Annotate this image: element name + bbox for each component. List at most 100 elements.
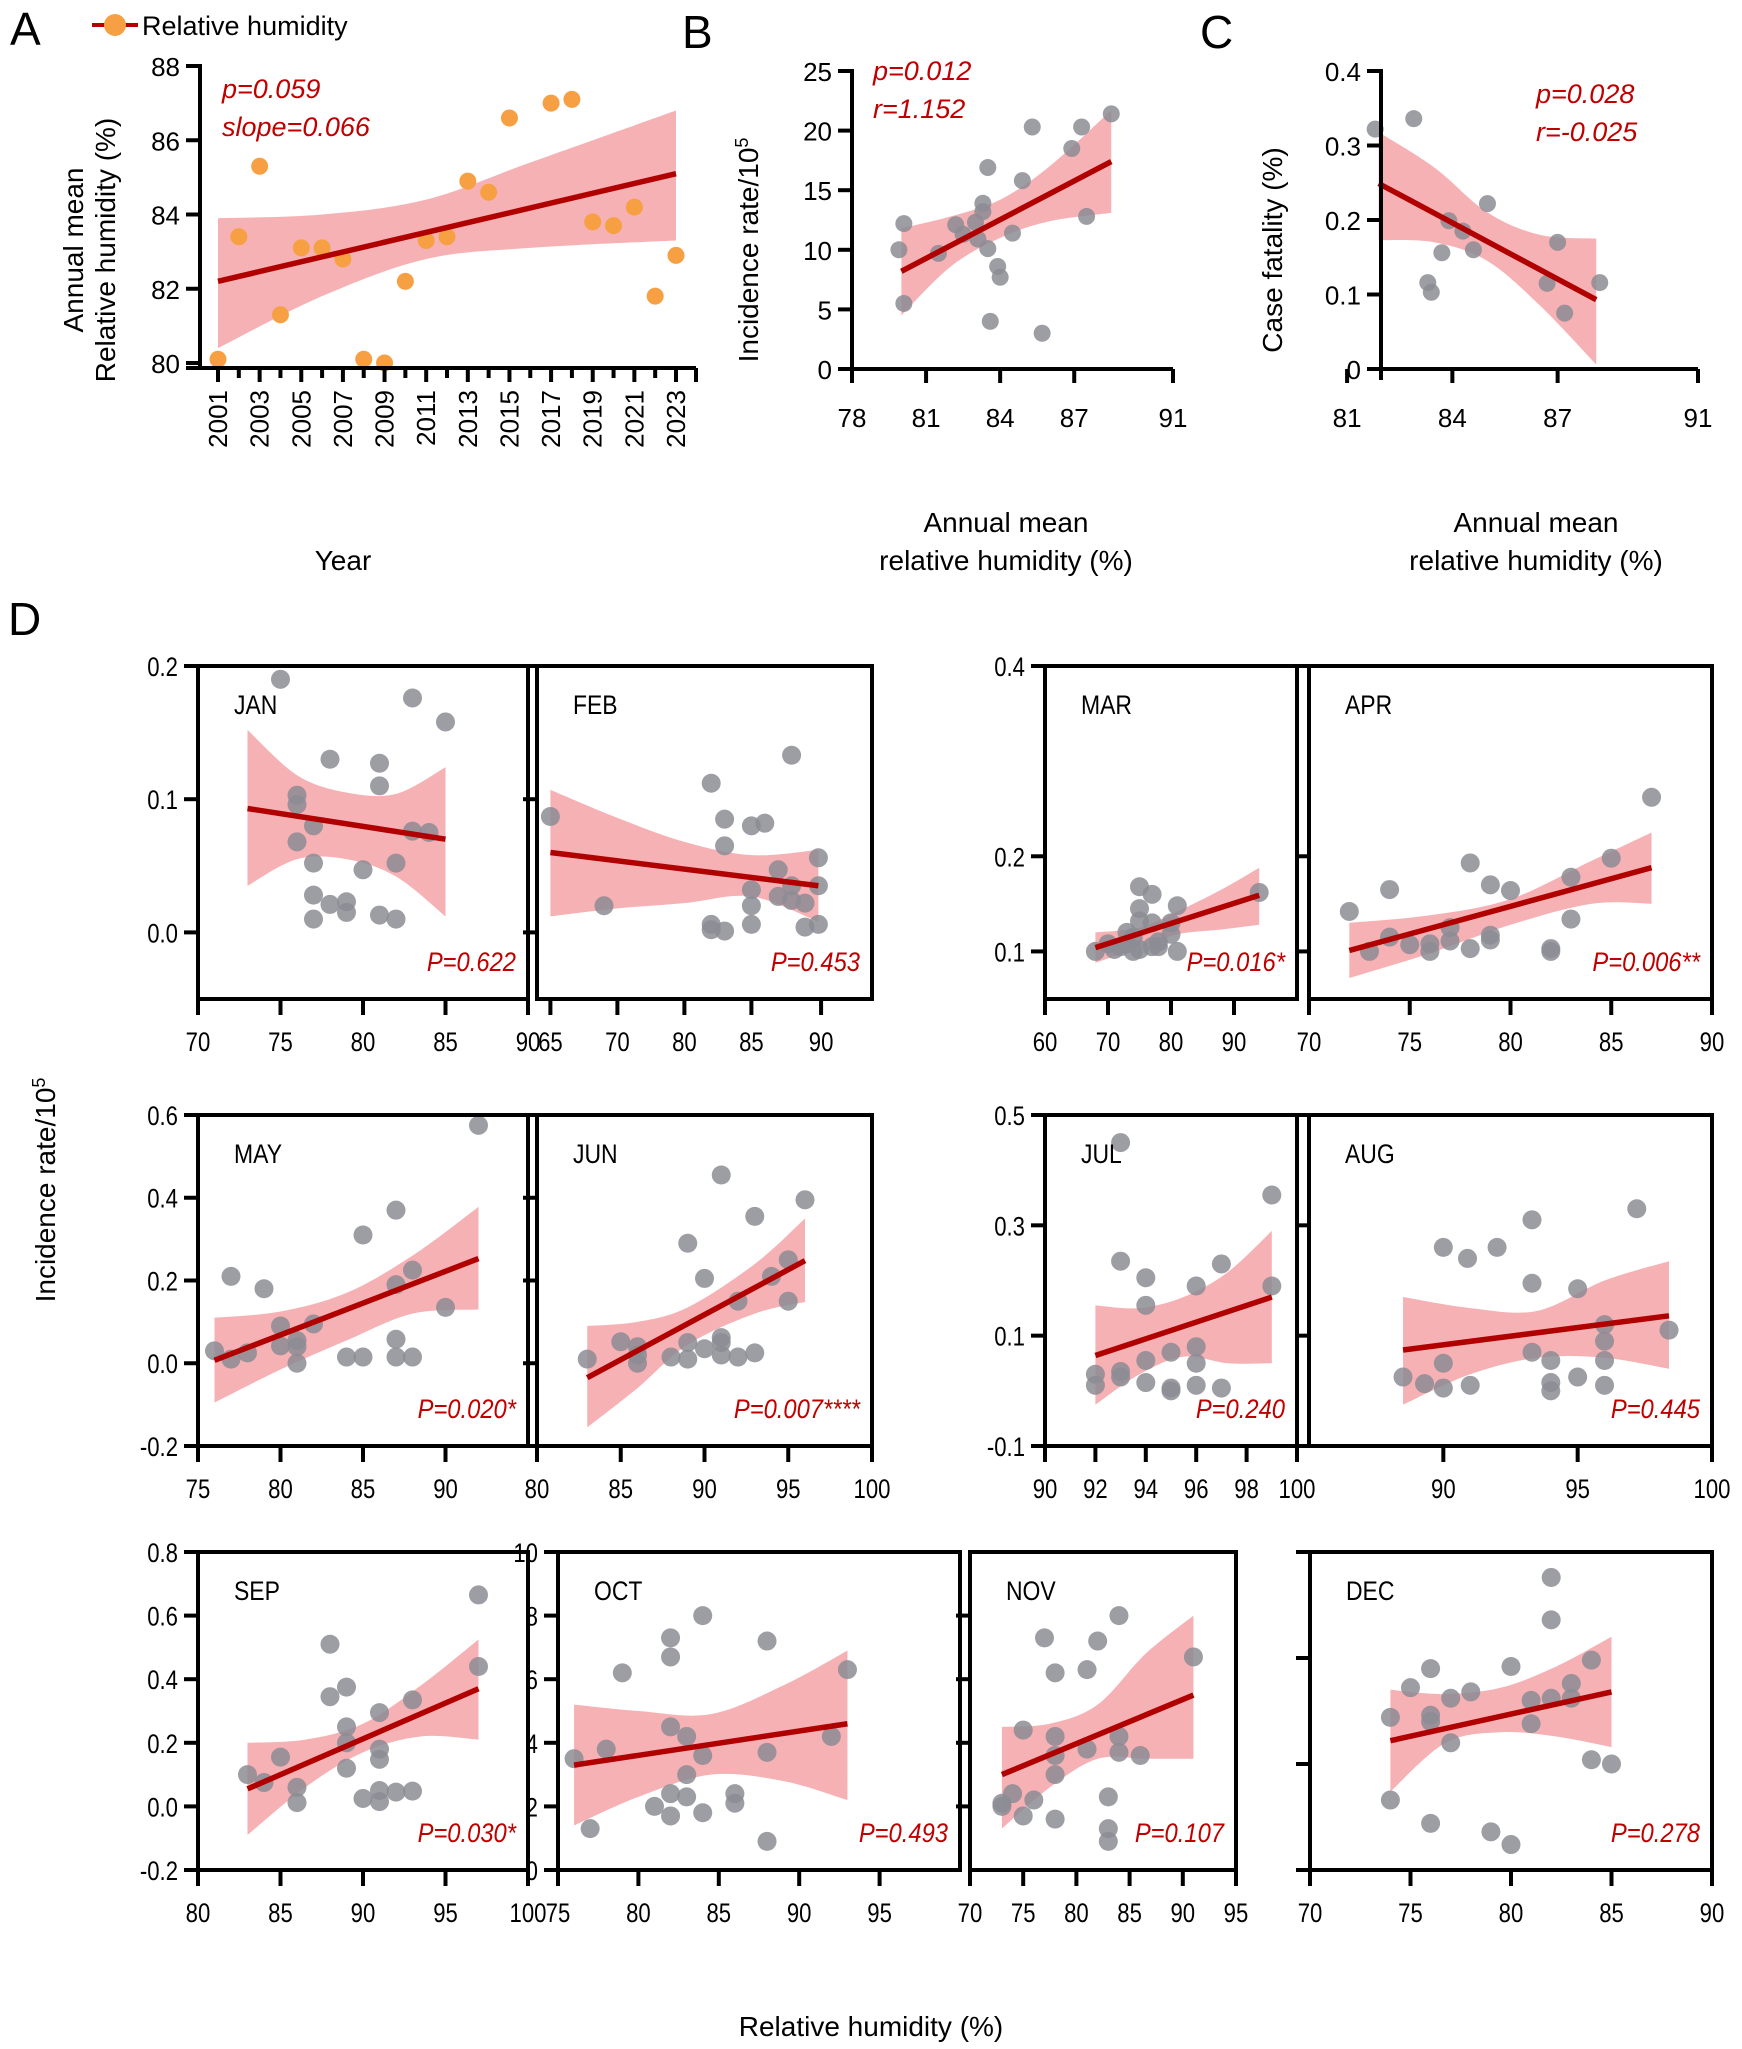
data-point xyxy=(1481,1822,1501,1842)
x-tick-label: 80 xyxy=(1498,1028,1523,1058)
data-point xyxy=(1415,1374,1435,1394)
regression-line xyxy=(1348,865,1653,954)
y-tick-label: 84 xyxy=(151,201,180,231)
x-tick-label: 75 xyxy=(546,1899,571,1929)
data-point xyxy=(1521,1690,1541,1710)
data-point xyxy=(370,1703,389,1723)
data-point xyxy=(287,1777,307,1797)
y-tick-label: -0.1 xyxy=(987,1433,1025,1463)
x-tick-label: 100 xyxy=(510,1899,547,1929)
x-tick-label: 80 xyxy=(626,1899,651,1929)
data-point xyxy=(678,1233,698,1253)
data-point xyxy=(1380,880,1400,900)
data-point xyxy=(693,1606,713,1626)
data-point xyxy=(287,1793,307,1813)
data-point xyxy=(469,1115,488,1135)
data-point xyxy=(1339,901,1359,921)
p-value-label: P=0.016* xyxy=(1187,948,1286,978)
panel-c-plot: 81 84 87 91 0 0.1 0.2 0.3 0.4 p=0.028 r=-0.025 xyxy=(1325,57,1713,433)
data-point xyxy=(1581,1750,1601,1770)
data-point xyxy=(745,1343,765,1363)
data-point xyxy=(436,712,455,732)
regression-line xyxy=(573,1721,848,1768)
y-tick-label: -0.2 xyxy=(140,1433,178,1463)
data-point xyxy=(667,246,685,264)
month-label: DEC xyxy=(1346,1576,1394,1606)
y-tick-label: 0.4 xyxy=(1325,57,1361,87)
data-point xyxy=(403,1690,422,1710)
data-point xyxy=(1004,224,1021,242)
y-tick-label: 0.3 xyxy=(1325,132,1361,162)
data-point xyxy=(1130,1746,1150,1766)
data-point xyxy=(1561,909,1581,929)
data-point xyxy=(611,1332,631,1352)
stat-annotation: slope=0.066 xyxy=(222,112,371,142)
data-point xyxy=(1601,848,1621,868)
panel-c-xlabel-line1: Annual mean xyxy=(1453,507,1618,538)
stat-annotation: r=-0.025 xyxy=(1536,117,1638,147)
x-tick-label: 90 xyxy=(433,1475,458,1505)
x-tick-label: 70 xyxy=(605,1028,630,1058)
x-tick-label: 2005 xyxy=(286,390,316,448)
month-plot-nov: 70 75 80 85 90 95 NOV P=0.107 xyxy=(956,1550,1248,1929)
x-tick-label: 80 xyxy=(1159,1028,1184,1058)
plot-frame xyxy=(1043,1113,1299,1448)
x-tick-label: 90 xyxy=(1170,1899,1195,1929)
x-tick-label: 91 xyxy=(1684,403,1713,433)
month-plot-dec: 70 75 80 85 90 DEC P=0.278 xyxy=(1296,1550,1724,1929)
x-tick-label: 96 xyxy=(1184,1475,1209,1505)
data-point xyxy=(1595,1375,1615,1395)
data-point xyxy=(768,860,788,880)
y-tick-label: 0.5 xyxy=(994,1102,1025,1132)
data-point xyxy=(1111,1133,1131,1153)
x-tick-label: 90 xyxy=(809,1028,834,1058)
x-tick-label: 100 xyxy=(1279,1475,1316,1505)
data-point xyxy=(1549,233,1567,251)
x-tick-label: 85 xyxy=(1117,1899,1142,1929)
data-point xyxy=(1461,1682,1481,1702)
data-point xyxy=(1183,1647,1203,1667)
data-point xyxy=(757,1742,777,1762)
data-point xyxy=(715,921,735,941)
data-point xyxy=(1405,110,1423,128)
data-point xyxy=(808,848,828,868)
data-point xyxy=(594,896,614,916)
data-point xyxy=(661,1784,681,1804)
data-point xyxy=(992,1796,1012,1816)
y-tick-label: 25 xyxy=(803,57,832,87)
data-point xyxy=(386,1200,406,1220)
data-point xyxy=(1098,1831,1118,1851)
x-tick-label: 81 xyxy=(1333,403,1362,433)
x-tick-label: 2019 xyxy=(578,390,608,448)
data-point xyxy=(678,1349,698,1369)
x-tick-label: 90 xyxy=(787,1899,812,1929)
panel-d-ylabel-exp: 5 xyxy=(29,1078,49,1088)
data-point xyxy=(254,1279,274,1299)
x-tick-label: 75 xyxy=(1398,1899,1423,1929)
y-tick-label: 4 xyxy=(526,1730,538,1760)
data-point xyxy=(757,1831,777,1851)
data-point xyxy=(353,1347,373,1367)
data-point xyxy=(337,1677,356,1697)
x-tick-label: 100 xyxy=(1694,1475,1731,1505)
y-tick-label: 5 xyxy=(818,295,832,325)
x-tick-label: 92 xyxy=(1083,1475,1108,1505)
x-tick-label: 70 xyxy=(1297,1028,1322,1058)
data-point xyxy=(1561,867,1581,887)
data-point xyxy=(1167,941,1187,961)
data-point xyxy=(1111,1251,1131,1271)
data-point xyxy=(1441,1733,1461,1753)
data-point xyxy=(1627,1199,1647,1219)
regression-line xyxy=(550,849,819,889)
x-tick-label: 85 xyxy=(706,1899,731,1929)
data-point xyxy=(1186,1375,1206,1395)
data-point xyxy=(1102,105,1120,123)
data-point xyxy=(1433,1353,1453,1373)
panel-b-ylabel-exp: 5 xyxy=(732,138,752,148)
x-tick-label: 98 xyxy=(1234,1475,1259,1505)
x-tick-label: 70 xyxy=(1096,1028,1121,1058)
p-value-label: P=0.030* xyxy=(418,1819,517,1849)
y-tick-label: 0.4 xyxy=(994,653,1025,683)
data-point xyxy=(1400,935,1420,955)
legend-label: Relative humidity xyxy=(142,11,348,41)
